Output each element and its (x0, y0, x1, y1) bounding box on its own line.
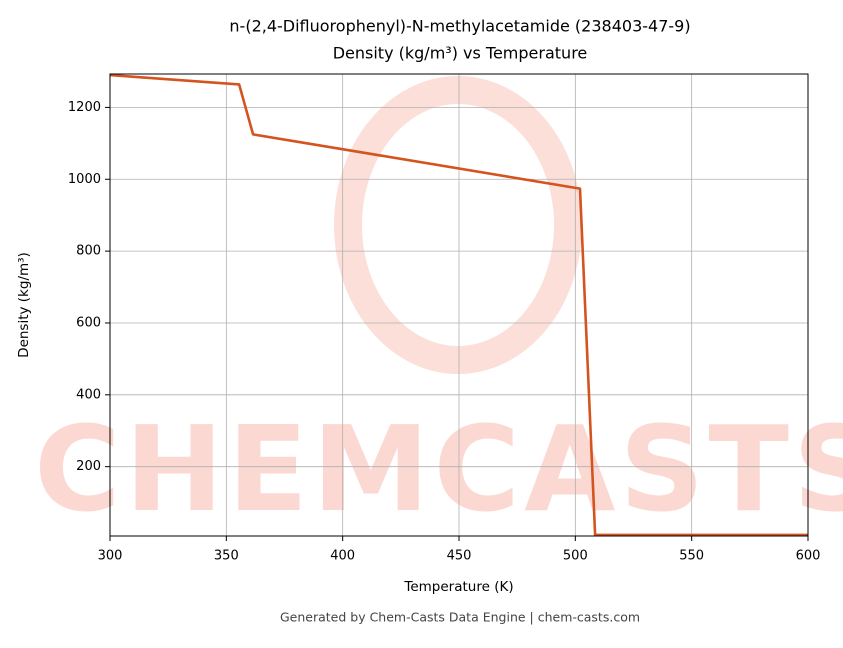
x-tick-label: 500 (563, 549, 588, 564)
x-axis-label: Temperature (K) (403, 579, 513, 595)
x-tick-label: 550 (679, 549, 704, 564)
y-tick-label: 1000 (68, 172, 101, 187)
data-line (109, 73, 808, 537)
y-tick-label: 200 (76, 459, 101, 474)
y-axis-label: Density (kg/m³) (16, 252, 32, 358)
y-tick-label: 400 (76, 387, 101, 402)
x-tick-label: 600 (796, 549, 821, 564)
watermark-logo (334, 76, 582, 374)
chart-title: n-(2,4-Difluorophenyl)-N-methylacetamide… (229, 17, 690, 36)
y-tick-label: 800 (76, 244, 101, 259)
x-tick-label: 300 (98, 549, 123, 564)
y-tick-label: 1200 (68, 100, 101, 115)
y-tick-label: 600 (76, 315, 101, 330)
x-tick-label: 400 (330, 549, 355, 564)
x-tick-label: 450 (447, 549, 472, 564)
chart-subtitle: Density (kg/m³) vs Temperature (333, 44, 588, 63)
plot-frame (109, 73, 809, 537)
footer: Generated by Chem-Casts Data Engine | ch… (280, 610, 640, 625)
watermark-text: CHEMCASTS (34, 400, 843, 538)
x-tick-label: 350 (214, 549, 239, 564)
watermark-ring (334, 76, 582, 374)
